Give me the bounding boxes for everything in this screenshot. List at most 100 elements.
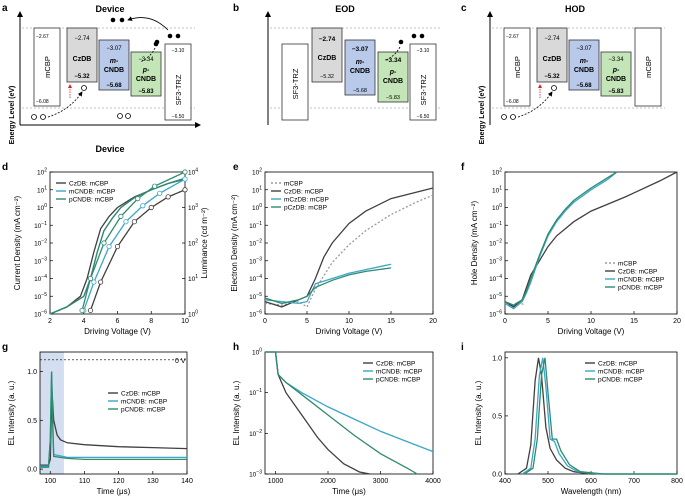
device-title-top: Device	[95, 4, 124, 14]
y-tick-label-f: 102	[492, 168, 502, 177]
x-axis-label-f: Driving Voltage (V)	[558, 327, 625, 336]
x-tick-label-d: 10	[181, 318, 189, 325]
y-axis-label-e: Electron Density (mA cm⁻²)	[230, 194, 239, 291]
luminance-marker-d	[101, 240, 107, 246]
legend-label-e: mCBP	[284, 181, 303, 188]
panel-b-energy-diagram: EOD SF3-TRZ −2.74 CzDB −5.32 −3.07 m- CN…	[265, 4, 440, 125]
zero-volt-annotation-g: 0 V	[175, 358, 186, 365]
luminance-marker-d	[91, 279, 97, 285]
layer-mcbp-name-a: mCBP	[43, 56, 52, 78]
energy-axis-label-c: Energy Level (eV)	[479, 86, 486, 145]
y-tick-label-d: 102	[37, 168, 47, 177]
x-tick-label-g: 130	[147, 478, 159, 485]
series-line-i-1	[521, 357, 677, 475]
y-tick-label-e: 10−4	[249, 274, 262, 283]
y-tick-label-e: 10−5	[249, 292, 262, 301]
luminance-marker-d	[148, 204, 154, 211]
legend-label-f: mCNDB: mCBP	[618, 277, 664, 284]
y-tick-label-i: 1.0	[492, 355, 502, 362]
layer-mcndb-c	[568, 39, 600, 91]
x-tick-label-f: 0	[503, 318, 507, 325]
y-tick-label-e: 102	[252, 168, 262, 177]
layer-pcndb-homo-b: −5.83	[386, 95, 400, 101]
y-axis-label-h: EL Intensity (a. u.)	[232, 380, 241, 445]
y-tick-label-f: 10−4	[489, 274, 502, 283]
energy-axis-label-a: Energy Level (eV)	[9, 86, 16, 145]
series-line-i-0	[517, 357, 677, 475]
y-tick-label-d: 10−2	[34, 239, 47, 248]
layer-mcndb-a	[98, 39, 130, 91]
layer-mcbp-right-c	[634, 27, 662, 107]
y-tick-label-d2: 103	[188, 203, 198, 212]
legend-label-d: CzDB: mCBP	[69, 181, 108, 188]
luminance-marker-d	[79, 307, 85, 314]
layer-sf3trz-name-a: SF3-TRZ	[174, 74, 183, 105]
layer-mcndb-name1-a: m-	[110, 58, 119, 65]
layer-pcndb-name2-a: CNDB	[136, 76, 156, 83]
y-tick-label-d: 10−6	[34, 310, 47, 319]
chart-g-transient-el: 0 V 0.0 0.5 1.0 100 110 120 130 140 Time (μs) EL I…	[7, 351, 193, 496]
luminance-marker-d	[152, 183, 158, 189]
x-tick-label-d: 2	[48, 318, 52, 325]
panel-letter-a: a	[2, 3, 8, 14]
series-line-g-2	[40, 371, 187, 468]
y-tick-label-e: 10−3	[249, 256, 262, 265]
layer-czdb-lumo-a: −2.74	[74, 36, 90, 42]
plot-frame-h	[264, 351, 434, 475]
layer-mcbp-right-name-c: mCBP	[644, 56, 653, 78]
luminance-marker-d	[131, 219, 137, 225]
panel-letter-c: c	[461, 3, 467, 14]
y-tick-label-f: 101	[492, 185, 502, 194]
y-tick-label-d2: 101	[188, 274, 198, 283]
x-tick-label-g: 140	[181, 478, 193, 485]
series-line-f-3	[504, 171, 618, 306]
layer-mcndb-homo-b: −5.68	[353, 88, 367, 94]
layer-czdb-homo-b: −5.32	[320, 74, 334, 80]
x-tick-label-e: 15	[387, 318, 395, 325]
legend-label-g: CzDB: mCBP	[121, 391, 160, 398]
x-tick-label-d: 4	[82, 318, 86, 325]
panel-c-energy-diagram: Energy Level (eV) HOD mCBP −2.67 −6.08 −…	[479, 4, 665, 144]
chart-f-hole-density: 10−6 10−5 10−4 10−3 10−2 10−1 100 101 102 0 5 10 15 2…	[470, 168, 681, 337]
y-tick-label-f: 10−5	[489, 292, 502, 301]
luminance-marker-d	[135, 196, 141, 202]
layer-pcndb-name2-c: CNDB	[606, 76, 626, 83]
legend-label-g: pCNDB: mCBP	[121, 407, 165, 414]
legend-label-h: mCNDB: mCBP	[376, 369, 422, 376]
y-tick-label-d2: 100	[188, 310, 198, 319]
plot-frame-g	[39, 351, 188, 475]
y-axis-label-i: EL Intensity (a. u.)	[474, 380, 483, 445]
plot-frame-f	[504, 171, 678, 315]
layer-mcbp-left-name-c: mCBP	[513, 56, 522, 78]
luminance-marker-d	[98, 279, 104, 285]
layer-mcbp-a	[33, 27, 61, 107]
x-tick-label-d: 6	[116, 318, 120, 325]
y-tick-label-h: 10−1	[249, 388, 262, 397]
layer-mcndb-name1-c: m-	[580, 58, 589, 65]
x-tick-label-i: 600	[585, 478, 597, 485]
layer-czdb-lumo-b: −2.74	[319, 36, 336, 43]
luminance-marker-d	[182, 187, 188, 193]
y-tick-label-d: 10−5	[34, 292, 47, 301]
y-tick-label-g: 0.5	[27, 418, 37, 425]
legend-label-i: pCNDB: mCBP	[598, 377, 642, 384]
y-tick-label-d: 101	[37, 185, 47, 194]
layer-czdb-c	[536, 27, 568, 83]
legend-label-d: mCNDB: mCBP	[69, 189, 115, 196]
layer-sf3trz-right-name-b: SF3-TRZ	[419, 74, 428, 105]
layer-mcndb-name2-c: CNDB	[574, 67, 594, 74]
y-tick-label-f: 10−3	[489, 256, 502, 265]
y-tick-label-f: 10−2	[489, 239, 502, 248]
layer-sf3trz-right-lumo-b: −3.10	[417, 48, 430, 54]
layer-mcndb-name2-b: CNDB	[350, 68, 370, 75]
legend-label-i: mCNDB: mCBP	[598, 369, 644, 376]
panel-letter-h: h	[233, 342, 239, 353]
layer-pcndb-homo-c: −5.83	[608, 89, 624, 95]
y-tick-label-f: 10−6	[489, 310, 502, 319]
x-tick-label-d: 8	[149, 318, 153, 325]
layer-sf3trz-homo-a: −6.50	[172, 114, 185, 120]
y-tick-label-d: 10−1	[34, 221, 47, 230]
x-tick-label-e: 10	[345, 318, 353, 325]
y-axis-label-d: Current Density (mA cm⁻²)	[13, 195, 22, 290]
x-axis-label-d: Driving Voltage (V)	[84, 327, 151, 336]
